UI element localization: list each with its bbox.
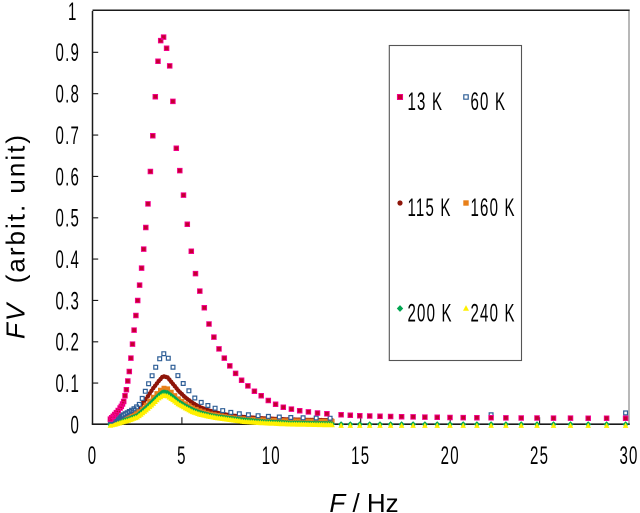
svg-text:FV (arbit. unit): FV (arbit. unit): [1, 133, 31, 339]
svg-text:20: 20: [441, 442, 460, 470]
svg-text:0.3: 0.3: [56, 287, 80, 315]
svg-text:0.1: 0.1: [56, 370, 80, 398]
svg-text:F / Hz: F / Hz: [329, 488, 398, 513]
svg-text:13 K: 13 K: [408, 88, 444, 116]
svg-text:240 K: 240 K: [471, 300, 516, 328]
svg-text:0.5: 0.5: [56, 205, 80, 233]
svg-text:160 K: 160 K: [471, 194, 516, 222]
svg-text:1: 1: [68, 0, 78, 26]
svg-text:0: 0: [88, 442, 98, 470]
svg-text:60 K: 60 K: [471, 88, 507, 116]
svg-text:0.2: 0.2: [56, 329, 80, 357]
svg-text:30: 30: [619, 442, 638, 470]
svg-text:25: 25: [530, 442, 549, 470]
svg-text:15: 15: [351, 442, 370, 470]
svg-text:200 K: 200 K: [408, 300, 453, 328]
svg-text:0.6: 0.6: [56, 163, 80, 191]
svg-text:0: 0: [70, 412, 80, 440]
svg-text:0.7: 0.7: [56, 122, 80, 150]
svg-text:0.8: 0.8: [56, 81, 80, 109]
svg-text:5: 5: [177, 442, 187, 470]
svg-text:0.9: 0.9: [56, 39, 80, 67]
svg-text:115 K: 115 K: [408, 194, 452, 222]
svg-text:10: 10: [262, 442, 281, 470]
svg-text:0.4: 0.4: [56, 246, 80, 274]
